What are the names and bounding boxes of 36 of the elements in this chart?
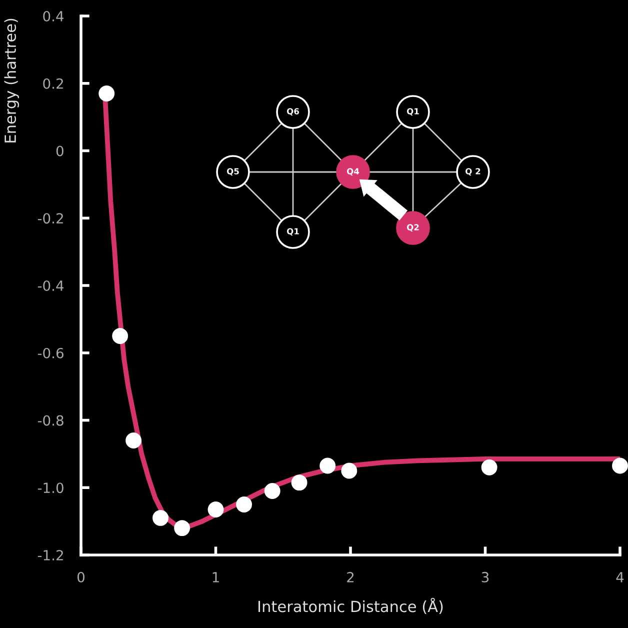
y-tick-label: -0.2 xyxy=(38,213,63,224)
y-tick-label: -1.2 xyxy=(38,550,63,560)
point xyxy=(98,86,115,102)
y-tick-label: -1.0 xyxy=(38,482,64,494)
annotation: Q1 xyxy=(286,228,299,236)
x-tick-label: 4 xyxy=(616,572,624,582)
point xyxy=(612,458,628,474)
annotation: Q 2 xyxy=(466,168,480,176)
x-tick-label: 0 xyxy=(77,572,84,582)
annotation: Q5 xyxy=(226,168,239,176)
point xyxy=(112,328,128,344)
y-tick-label: 0.4 xyxy=(43,10,64,22)
point xyxy=(320,458,336,474)
point xyxy=(126,432,142,448)
point xyxy=(481,459,498,476)
y-tick-label: -0.4 xyxy=(38,280,64,291)
y-tick-label: -0.8 xyxy=(38,415,64,426)
point xyxy=(291,474,308,491)
y-tick-label: 0 xyxy=(56,146,64,156)
point xyxy=(174,520,190,536)
point xyxy=(208,502,224,518)
x-axis-title: Interatomic Distance (Å) xyxy=(258,598,443,614)
y-tick-label: -0.6 xyxy=(38,348,64,358)
y-axis-title: Energy (hartree) xyxy=(4,18,20,142)
point xyxy=(341,462,358,479)
x-tick-label: 1 xyxy=(212,572,219,582)
annotation: Q2 xyxy=(406,224,419,232)
x-tick-label: 3 xyxy=(482,572,489,582)
point xyxy=(264,483,280,499)
point xyxy=(152,510,168,526)
y-tick-label: 0.2 xyxy=(43,78,63,89)
x-tick-label: 2 xyxy=(347,572,354,582)
point xyxy=(236,496,252,512)
annotation: Q4 xyxy=(346,168,360,176)
annotation: Q6 xyxy=(286,108,299,116)
annotation: Q1 xyxy=(406,108,419,116)
